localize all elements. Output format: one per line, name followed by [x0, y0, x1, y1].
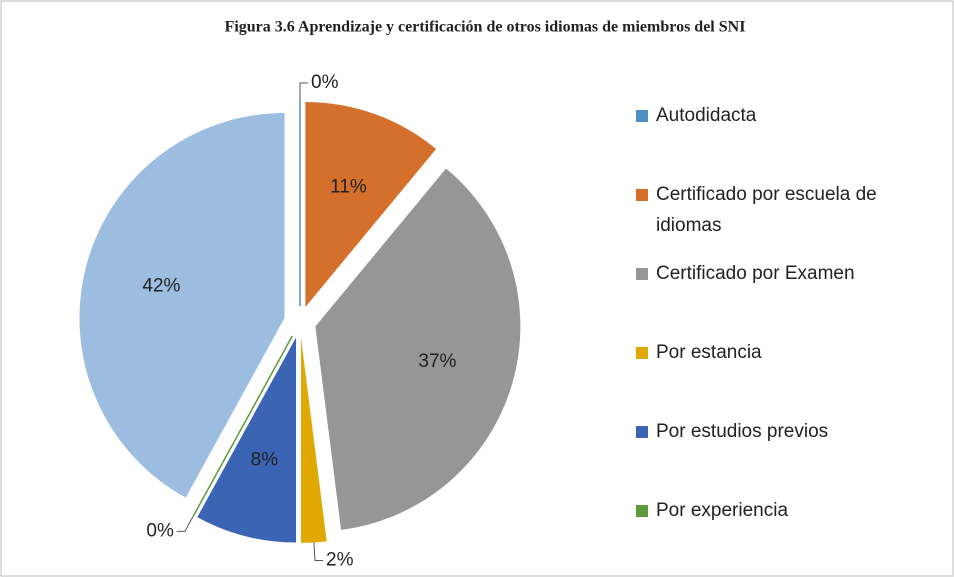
legend-label: Por estudios previos	[656, 421, 829, 442]
chart-title: Figura 3.6 Aprendizaje y certificación d…	[225, 19, 746, 36]
leader-line	[176, 515, 194, 532]
legend-swatch	[636, 426, 648, 438]
legend-swatch	[636, 347, 648, 359]
data-label: 8%	[251, 450, 279, 471]
data-label: 0%	[311, 72, 339, 93]
legend-swatch	[636, 268, 648, 280]
data-label: 37%	[418, 351, 456, 372]
legend-item: Certificado por escuela de idiomas	[636, 179, 946, 258]
pie-slice	[301, 337, 327, 543]
pie-slice	[79, 113, 285, 498]
legend-item: Certificado por Examen	[636, 258, 946, 337]
legend-swatch	[636, 505, 648, 517]
legend-item: Por estancia	[636, 337, 946, 416]
pie-slice	[315, 168, 521, 530]
legend-label: Por experiencia	[656, 500, 789, 521]
leader-line	[313, 542, 324, 562]
legend-item: Autodidacta	[636, 100, 946, 179]
pie-slice	[197, 337, 297, 543]
legend-label: Autodidacta	[656, 105, 757, 126]
data-label: 42%	[142, 275, 180, 296]
pie-slice	[305, 101, 437, 307]
legend-swatch	[636, 110, 648, 122]
legend-label: Certificado por escuela de idiomas	[656, 184, 877, 236]
legend-item: Por estudios previos	[636, 416, 946, 495]
legend-label: Por estancia	[656, 342, 762, 363]
data-label: 11%	[330, 176, 367, 197]
data-label: 2%	[326, 550, 354, 571]
legend: Autodidacta Certificado por escuela de id…	[636, 100, 946, 574]
legend-item: Por experiencia	[636, 495, 946, 574]
legend-label: Certificado por Examen	[656, 263, 855, 284]
legend-swatch	[636, 189, 648, 201]
leader-line	[299, 82, 308, 101]
data-label: 0%	[146, 520, 174, 541]
